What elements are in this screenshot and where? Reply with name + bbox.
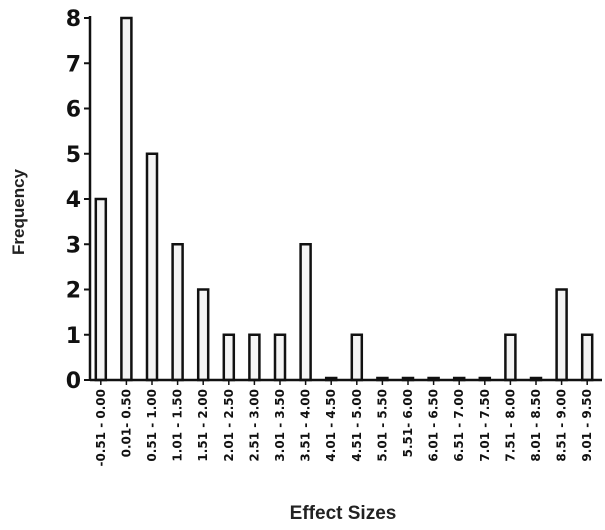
- y-tick-label-4: 4: [66, 188, 81, 213]
- x-tick-label-17: 8.01 - 8.50: [529, 389, 543, 462]
- y-ticks-group: 0 1 2 3 4 5 6 7 8: [66, 7, 90, 394]
- y-tick-label-6: 6: [66, 98, 81, 123]
- x-tick-label-15: 7.01 - 7.50: [478, 389, 492, 462]
- x-tick-label-10: 4.51 - 5.00: [350, 389, 364, 462]
- bar-16: [504, 333, 517, 382]
- x-tick-label-18: 8.51 - 9.00: [555, 389, 569, 462]
- y-tick-label-7: 7: [66, 52, 81, 77]
- x-axis-title: Effect Sizes: [290, 503, 397, 524]
- x-tick-label-7: 3.01 - 3.50: [273, 389, 287, 462]
- bar-19: [580, 333, 594, 382]
- x-tick-label-14: 6.51 - 7.00: [452, 389, 466, 462]
- bar-3: [171, 243, 184, 382]
- x-ticks-group: -0.51 - 0.00 0.01- 0.50 0.51 - 1.00 1.01 - …: [94, 380, 594, 467]
- x-tick-label-1: 0.01- 0.50: [119, 389, 133, 457]
- y-tick-label-3: 3: [66, 233, 81, 258]
- axes-group: [88, 16, 602, 382]
- bar-10: [350, 333, 364, 382]
- x-tick-label-5: 2.01 - 2.50: [222, 389, 236, 462]
- y-tick-label-0: 0: [66, 369, 81, 394]
- bar-4: [196, 288, 210, 382]
- bar-0: [94, 197, 108, 382]
- bar-1: [120, 16, 133, 382]
- x-tick-label-11: 5.01 - 5.50: [375, 389, 389, 462]
- y-tick-label-5: 5: [66, 143, 81, 168]
- y-tick-label-8: 8: [66, 7, 81, 32]
- x-tick-label-4: 1.51 - 2.00: [196, 389, 210, 462]
- x-tick-label-16: 7.51 - 8.00: [503, 389, 517, 462]
- x-tick-label-19: 9.01 - 9.50: [580, 389, 594, 462]
- x-tick-label-0: -0.51 - 0.00: [94, 389, 108, 467]
- y-tick-label-1: 1: [66, 324, 81, 349]
- bar-7: [273, 333, 287, 382]
- y-tick-label-2: 2: [66, 279, 81, 304]
- x-tick-label-2: 0.51 - 1.00: [145, 389, 159, 462]
- x-tick-label-12: 5.51- 6.00: [401, 389, 415, 457]
- bar-5: [222, 333, 236, 382]
- bar-2: [145, 152, 159, 382]
- bars-group: [94, 16, 594, 382]
- x-tick-label-3: 1.01 - 1.50: [171, 389, 185, 462]
- x-tick-label-13: 6.01 - 6.50: [427, 389, 441, 462]
- x-tick-label-6: 2.51 - 3.00: [247, 389, 261, 462]
- x-tick-label-9: 4.01 - 4.50: [324, 389, 338, 462]
- x-tick-label-8: 3.51 - 4.00: [299, 389, 313, 462]
- bar-6: [248, 333, 261, 382]
- bar-8: [299, 243, 312, 382]
- bar-18: [555, 288, 568, 382]
- y-axis-title: Frequency: [9, 168, 28, 255]
